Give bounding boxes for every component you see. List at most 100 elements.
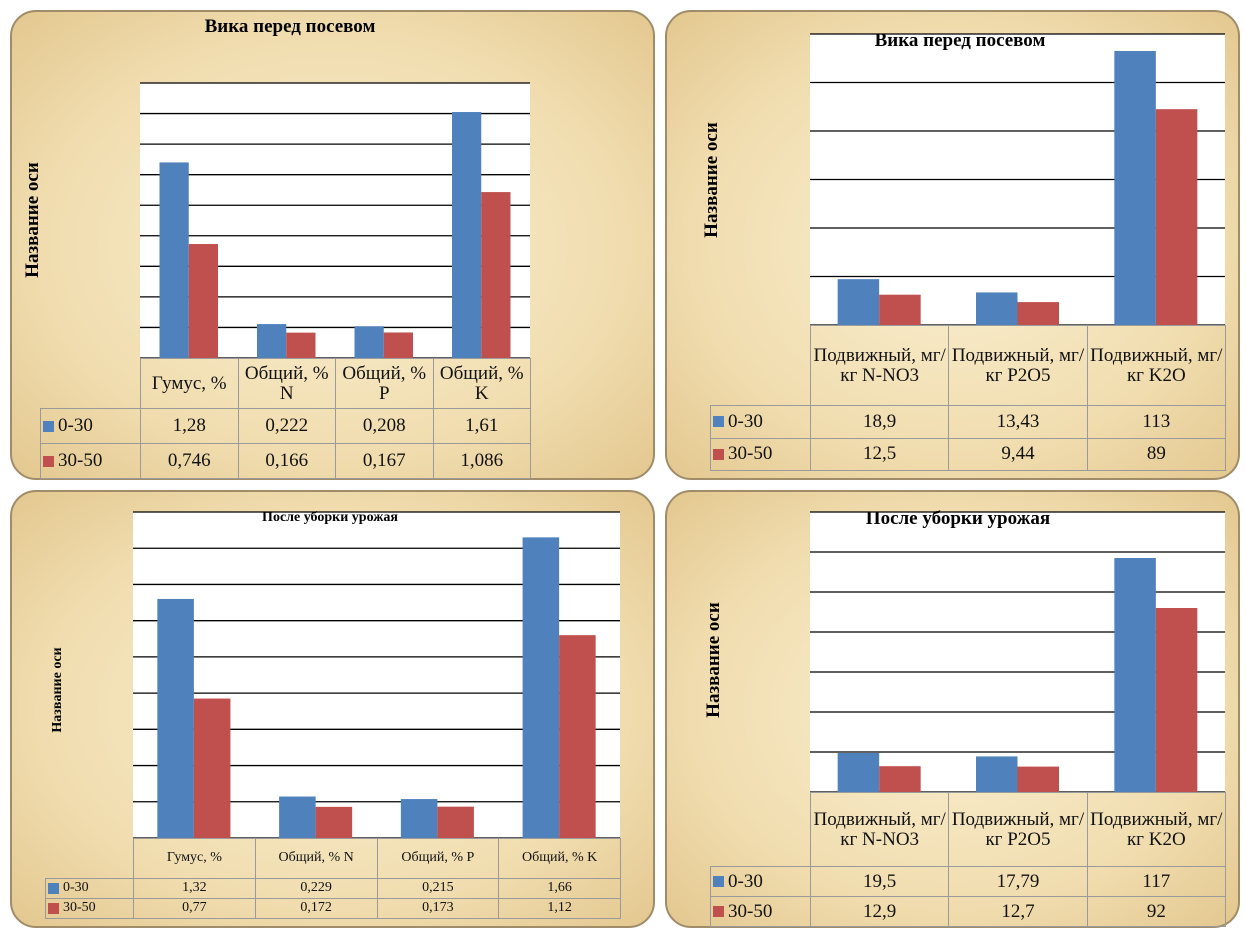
bar: [1017, 766, 1059, 792]
legend-swatch: [713, 448, 724, 460]
value-label: 0,222: [237, 408, 336, 444]
bar: [193, 698, 231, 838]
value-label: 0,166: [237, 443, 336, 479]
bar: [452, 112, 482, 359]
value-label: 9,44: [948, 437, 1088, 471]
bar: [159, 162, 189, 358]
value-label: 0,229: [254, 878, 378, 899]
legend-label: 0-30: [728, 870, 763, 892]
value-label: 12,7: [948, 896, 1088, 927]
value-label: 0,173: [376, 898, 500, 919]
legend-swatch: [43, 420, 54, 432]
category-label: Общий, % N: [254, 838, 378, 879]
value-label: 1,61: [432, 408, 531, 444]
bar: [354, 326, 384, 358]
value-label: 89: [1086, 437, 1226, 471]
legend-swatch: [713, 906, 724, 917]
legend-entry: 30-50: [710, 437, 811, 471]
bar: [383, 332, 413, 358]
bar: [437, 806, 474, 838]
y-axis-title: Название оси: [22, 162, 43, 278]
chart-title: Вика перед посевом: [874, 30, 1046, 51]
category-label: Гумус, %: [140, 358, 239, 409]
bar: [315, 806, 353, 838]
category-label: Общий, % N: [237, 358, 336, 409]
value-label: 12,9: [810, 896, 950, 927]
value-label: 1,28: [140, 408, 239, 444]
y-axis-title: Название оси: [701, 122, 722, 238]
legend-label: 30-50: [63, 900, 96, 916]
legend-swatch: [43, 455, 54, 467]
category-label: Подвижный, мг/кг K2O: [1086, 792, 1226, 867]
value-label: 117: [1086, 866, 1226, 897]
legend-label: 30-50: [728, 443, 773, 465]
bar: [837, 279, 880, 325]
value-label: 0,172: [254, 898, 378, 919]
legend-label: 0-30: [58, 415, 93, 437]
category-label: Подвижный, мг/кг N-NO3: [810, 792, 950, 867]
bar: [522, 537, 560, 838]
legend-entry: 0-30: [710, 866, 811, 897]
y-axis-title: Название оси: [703, 602, 724, 718]
bar: [1114, 50, 1156, 325]
legend-entry: 30-50: [40, 443, 141, 479]
legend-swatch: [713, 876, 724, 887]
category-label: Подвижный, мг/кг K2O: [1086, 325, 1226, 406]
category-label: Гумус, %: [133, 838, 256, 879]
value-label: 0,77: [133, 898, 256, 919]
bar: [976, 292, 1018, 325]
bar: [481, 192, 511, 358]
legend-label: 30-50: [728, 900, 773, 922]
legend-entry: 30-50: [45, 898, 134, 919]
y-axis-title: Название оси: [50, 647, 65, 733]
bar: [559, 635, 596, 838]
value-label: 13,43: [948, 405, 1088, 439]
bar: [257, 324, 287, 358]
bar: [879, 766, 921, 792]
category-label: Подвижный, мг/кг N-NO3: [810, 325, 950, 406]
bar: [1155, 608, 1198, 792]
bar: [976, 756, 1018, 792]
bar: [879, 294, 921, 325]
value-label: 1,12: [498, 898, 621, 919]
bar: [286, 332, 316, 358]
value-label: 1,66: [498, 878, 621, 899]
legend-entry: 0-30: [710, 405, 811, 439]
chart-title: После уборки урожая: [262, 510, 398, 525]
value-label: 1,086: [432, 443, 531, 479]
value-label: 18,9: [810, 405, 950, 439]
legend-swatch: [713, 416, 724, 428]
value-label: 0,167: [335, 443, 434, 479]
legend-entry: 30-50: [710, 896, 811, 927]
legend-label: 30-50: [58, 450, 103, 472]
category-label: Общий, % K: [432, 358, 531, 409]
value-label: 92: [1086, 896, 1226, 927]
value-label: 113: [1086, 405, 1226, 439]
value-label: 17,79: [948, 866, 1088, 897]
category-label: Общий, % K: [498, 838, 621, 879]
bar: [1114, 558, 1156, 792]
value-label: 19,5: [810, 866, 950, 897]
value-label: 0,746: [140, 443, 239, 479]
category-label: Подвижный, мг/кг P2O5: [948, 792, 1088, 867]
chart-title: После уборки урожая: [865, 508, 1051, 529]
bar: [157, 598, 194, 838]
bar: [837, 753, 880, 792]
value-label: 0,208: [335, 408, 434, 444]
bar: [1155, 109, 1198, 325]
chart-title: Вика перед посевом: [204, 16, 376, 37]
value-label: 1,32: [133, 878, 256, 899]
bar: [1017, 302, 1059, 325]
legend-label: 0-30: [63, 880, 89, 896]
category-label: Подвижный, мг/кг P2O5: [948, 325, 1088, 406]
bar: [279, 796, 316, 838]
category-label: Общий, % P: [376, 838, 500, 879]
legend-entry: 0-30: [45, 878, 134, 899]
category-label: Общий, % P: [335, 358, 434, 409]
value-label: 12,5: [810, 437, 950, 471]
bar: [400, 799, 438, 838]
legend-label: 0-30: [728, 410, 763, 432]
value-label: 0,215: [376, 878, 500, 899]
